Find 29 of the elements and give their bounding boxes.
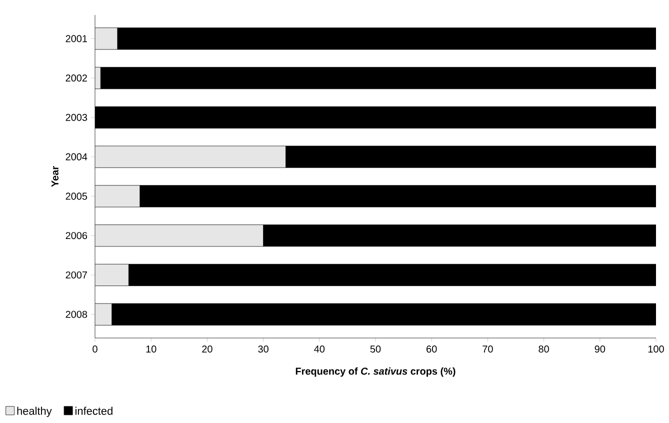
x-tick-label: 50: [370, 346, 381, 353]
legend-label: infected: [75, 406, 112, 415]
bar: [95, 264, 129, 286]
bar: [95, 28, 118, 50]
y-tick-label: 2008: [66, 310, 88, 318]
x-axis-title: Frequency of C. sativus crops (%): [296, 367, 456, 377]
bar: [95, 185, 140, 208]
x-tick-label: 100: [648, 346, 664, 353]
bar: [95, 146, 286, 168]
x-tick-label: 20: [202, 346, 212, 353]
y-tick-label: 2004: [66, 153, 88, 160]
x-tick-label: 40: [314, 346, 325, 353]
legend-label: healthy: [17, 406, 52, 417]
x-tick-label: 0: [92, 346, 98, 353]
y-tick-label: 2005: [66, 192, 88, 200]
y-tick-label: 2003: [66, 114, 88, 121]
y-tick-label: 2002: [66, 74, 87, 82]
bar: [95, 303, 112, 326]
x-tick-label: 30: [258, 346, 268, 353]
x-tick-label: 60: [426, 346, 437, 353]
x-tick-label: 10: [146, 346, 156, 353]
x-tick-label: 80: [538, 346, 549, 353]
y-tick-label: 2006: [66, 232, 88, 240]
bar: [95, 224, 264, 247]
x-tick-label: 70: [482, 346, 493, 353]
y-axis-title: Year: [52, 166, 58, 187]
x-tick-label: 90: [594, 346, 606, 353]
y-tick-label: 2007: [66, 271, 87, 279]
y-tick-label: 2001: [66, 35, 87, 42]
